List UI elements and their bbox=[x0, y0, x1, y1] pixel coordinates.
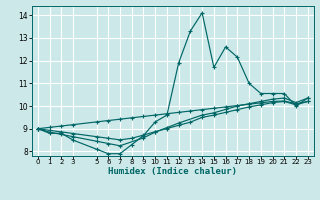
X-axis label: Humidex (Indice chaleur): Humidex (Indice chaleur) bbox=[108, 167, 237, 176]
